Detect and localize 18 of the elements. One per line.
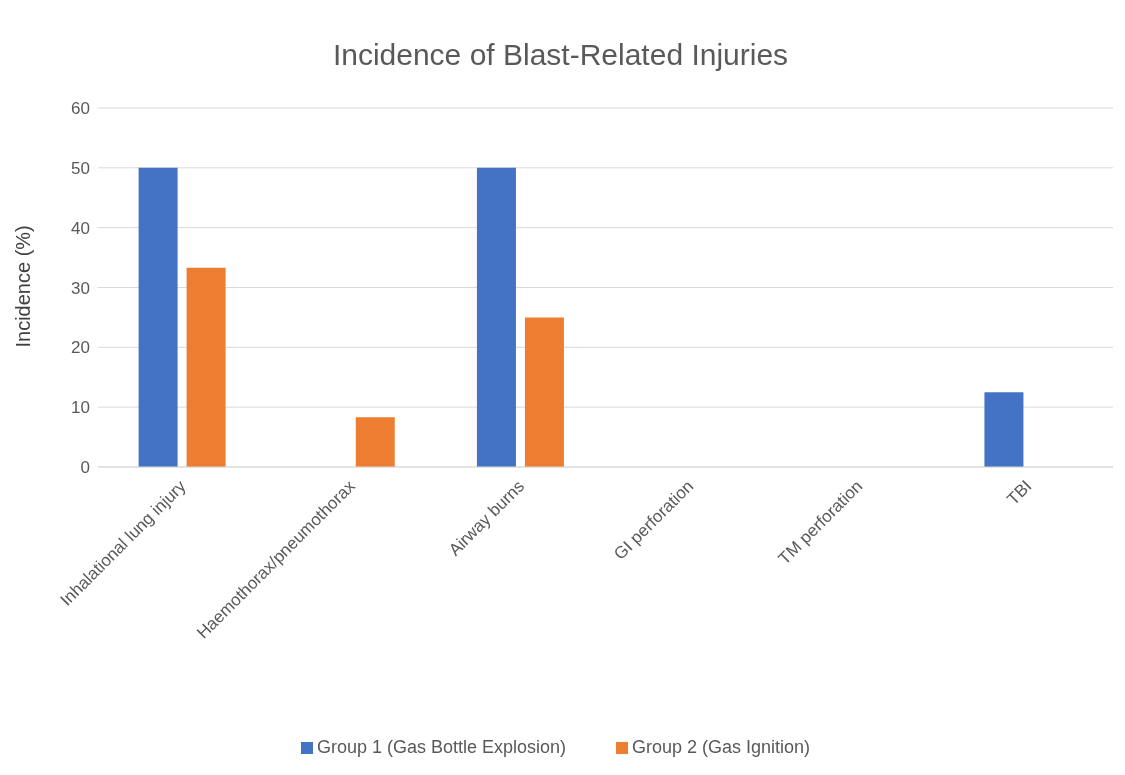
legend-label: Group 1 (Gas Bottle Explosion) — [316, 737, 567, 757]
x-tick-label: TBI — [1003, 476, 1036, 509]
y-tick-label: 30 — [71, 278, 90, 298]
y-axis-title: Incidence (%) — [12, 225, 35, 348]
bar — [138, 167, 178, 467]
bar — [355, 417, 395, 467]
y-tick-label: 0 — [80, 458, 90, 478]
legend-label: Group 2 (Gas Ignition) — [632, 737, 811, 757]
y-tick-label: 20 — [71, 338, 90, 358]
y-tick-label: 50 — [71, 158, 90, 178]
bar — [476, 167, 516, 467]
bar — [984, 392, 1024, 467]
chart-title: Incidence of Blast-Related Injuries — [331, 37, 790, 73]
y-tick-label: 10 — [71, 398, 90, 418]
y-tick-label: 40 — [71, 218, 90, 238]
bar — [186, 267, 226, 467]
bar — [524, 317, 564, 467]
y-tick-label: 60 — [71, 99, 90, 119]
